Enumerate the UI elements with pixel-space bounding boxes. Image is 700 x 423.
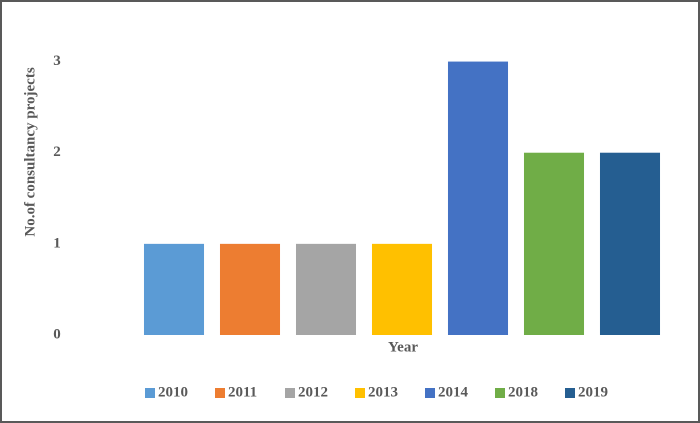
bar: [219, 243, 281, 335]
legend-swatch: [285, 388, 295, 398]
bar: [143, 243, 205, 335]
legend-swatch: [565, 388, 575, 398]
bar: [447, 61, 509, 335]
legend-label: 2011: [228, 384, 257, 400]
y-tick-label: 2: [53, 144, 61, 160]
legend-swatch: [355, 388, 365, 398]
y-tick-label: 1: [53, 235, 61, 251]
legend-label: 2018: [508, 384, 538, 400]
bar: [599, 152, 661, 335]
legend-label: 2012: [298, 384, 328, 400]
bar: [523, 152, 585, 335]
legend-label: 2014: [438, 384, 469, 400]
x-axis-label: Year: [388, 339, 418, 355]
y-tick-label: 0: [53, 326, 61, 342]
legend-swatch: [425, 388, 435, 398]
bar: [295, 243, 357, 335]
legend-swatch: [495, 388, 505, 398]
bar: [371, 243, 433, 335]
legend-label: 2019: [578, 384, 608, 400]
y-axis-label: No.of consultancy projects: [22, 67, 38, 236]
legend-swatch: [215, 388, 225, 398]
legend-swatch: [145, 388, 155, 398]
legend-label: 2013: [368, 384, 398, 400]
y-tick-label: 3: [53, 53, 61, 69]
legend-label: 2010: [158, 384, 188, 400]
